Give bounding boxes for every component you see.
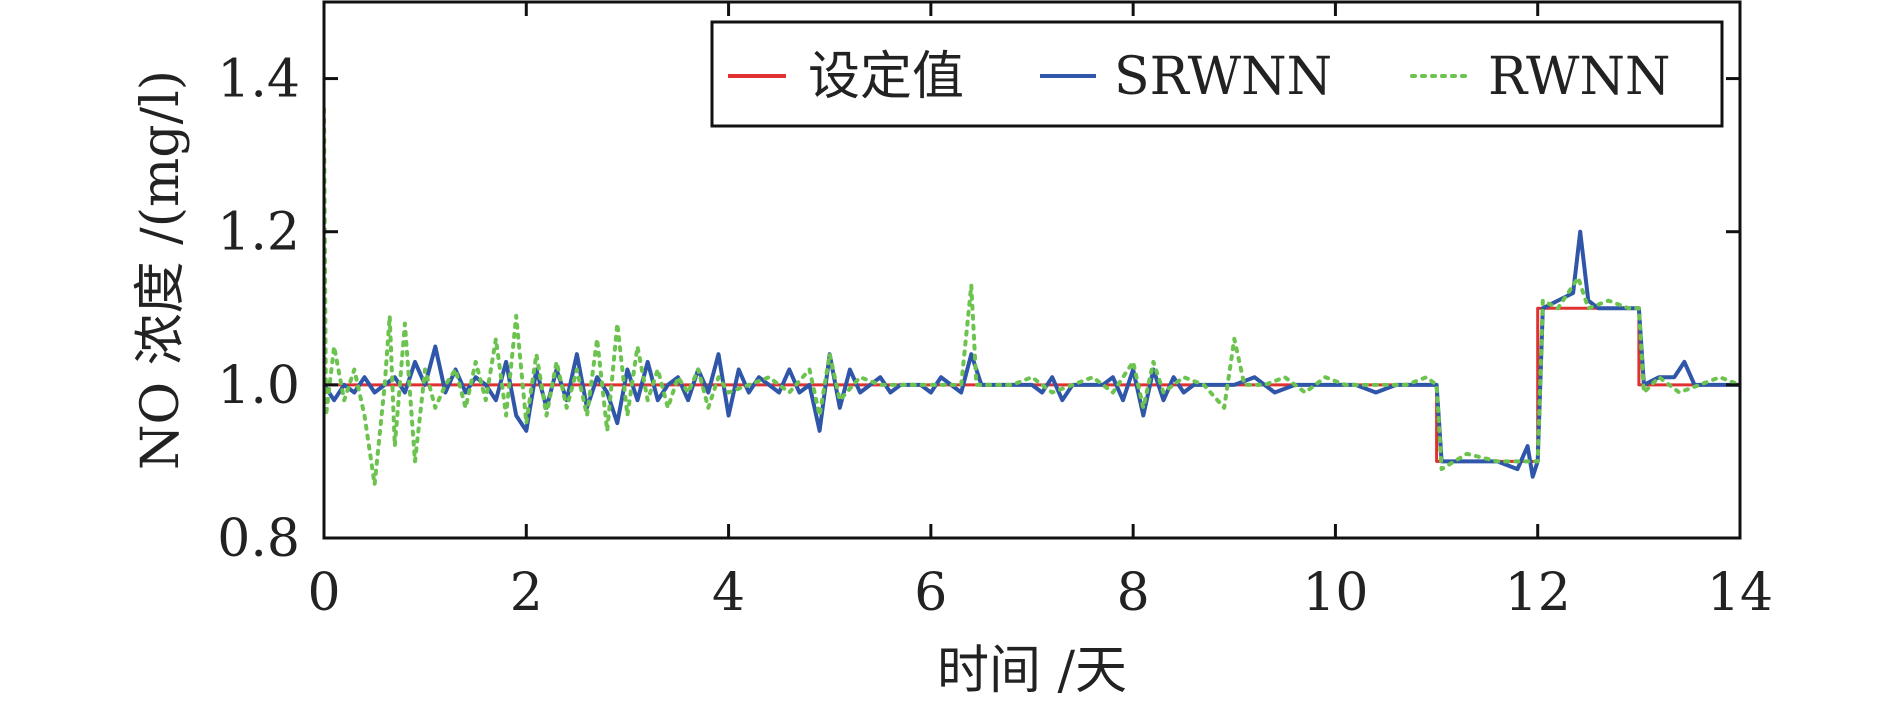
y-axis-label: NO 浓度 /(mg/l) — [131, 70, 191, 470]
plot-frame — [322, 0, 1742, 540]
x-tick-label: 6 — [914, 563, 947, 623]
x-tick-label: 10 — [1302, 563, 1368, 623]
x-tick-label: 0 — [307, 563, 340, 623]
y-tick-label: 0.8 — [217, 509, 300, 569]
y-tick-label: 1.4 — [217, 50, 300, 110]
legend-label-rwnn: RWNN — [1488, 47, 1670, 107]
legend-label-srwnn: SRWNN — [1114, 47, 1332, 107]
y-tick-label: 1.2 — [217, 203, 300, 263]
y-tick-label: 1.0 — [217, 356, 300, 416]
legend-box — [710, 20, 1724, 128]
ticks-group — [322, 2, 1742, 540]
x-tick-label: 12 — [1505, 563, 1571, 623]
x-tick-label: 8 — [1117, 563, 1150, 623]
x-tick-label: 14 — [1707, 563, 1773, 623]
legend: 设定值 SRWNN RWNN — [710, 20, 1724, 128]
x-tick-label: 4 — [712, 563, 745, 623]
series-group — [324, 107, 1740, 487]
legend-label-setpoint: 设定值 — [808, 47, 964, 107]
x-axis-label: 时间 /天 — [937, 641, 1127, 701]
tick-labels-group: 0 2 4 6 8 10 12 14 0.8 1.0 1.2 1.4 — [217, 50, 1773, 623]
x-tick-label: 2 — [510, 563, 543, 623]
series-line-rwnn — [324, 107, 1740, 487]
